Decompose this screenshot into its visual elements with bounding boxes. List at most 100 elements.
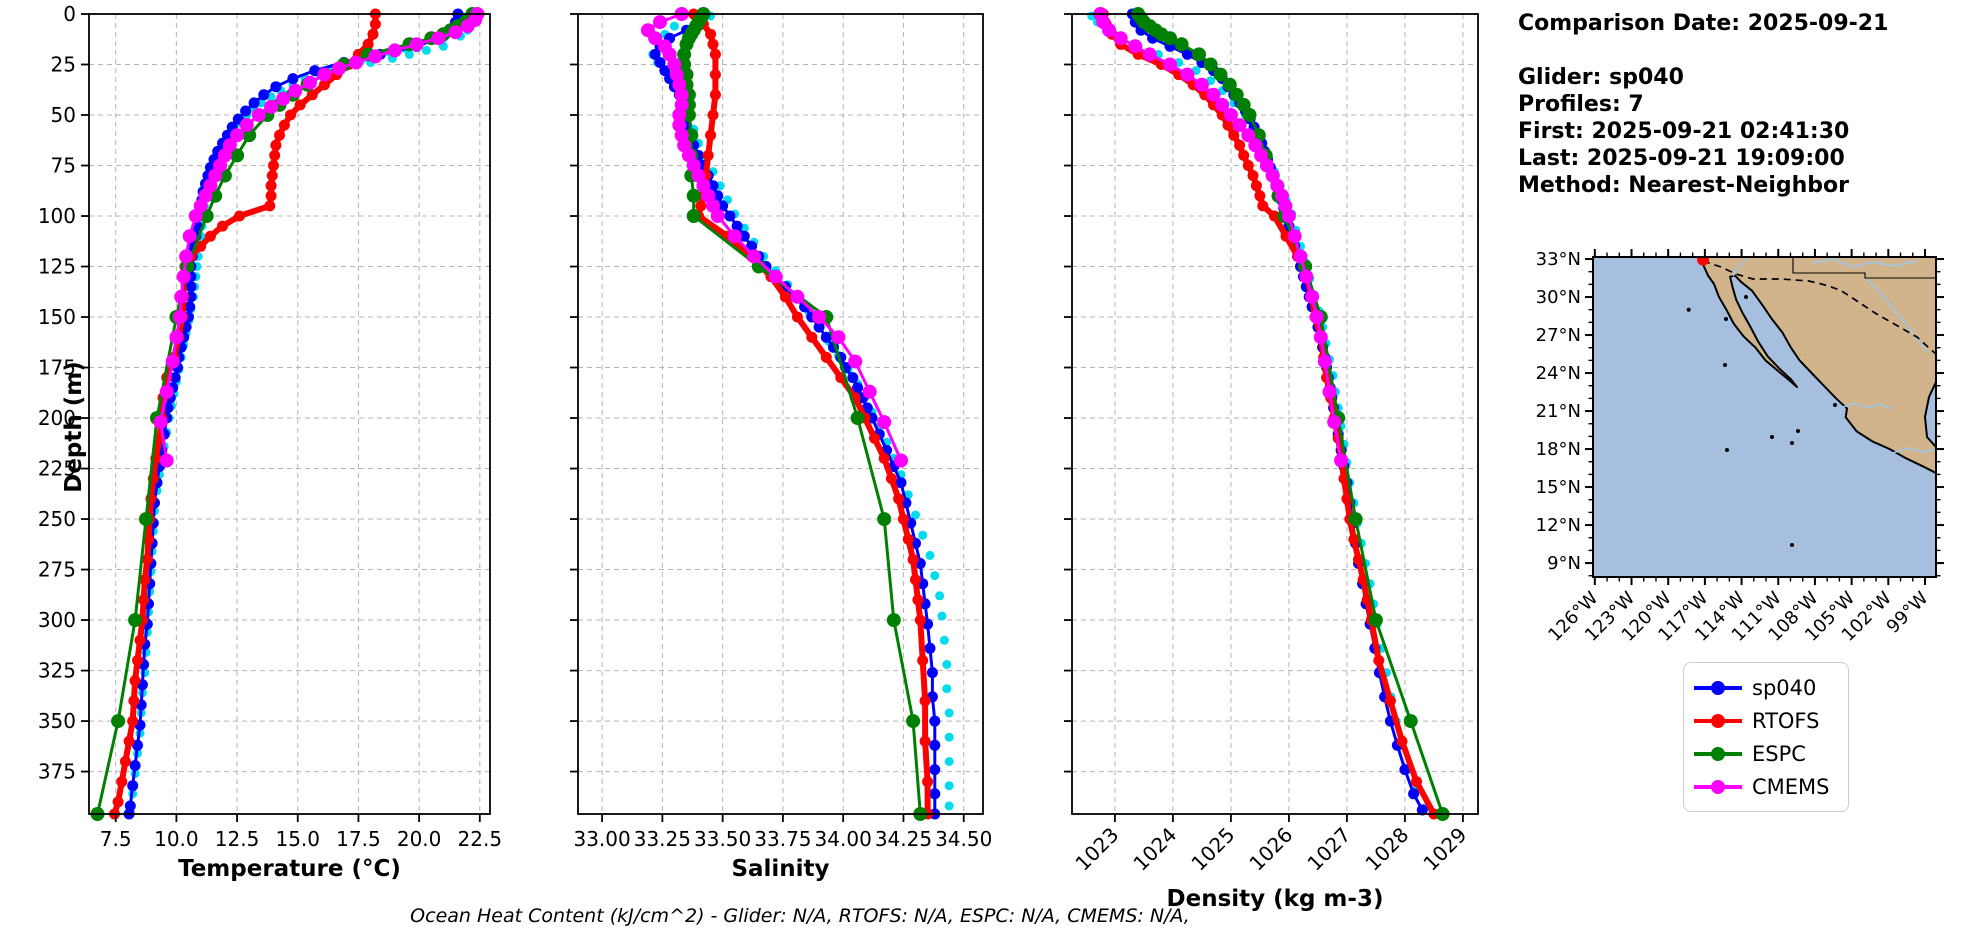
- series-CMEMS: [1093, 7, 1349, 468]
- cmems-line-marker-icon: [1694, 779, 1742, 795]
- y-tick-label: 275: [38, 558, 76, 582]
- x-tick-label: 7.5: [100, 827, 132, 851]
- map-river: [1812, 258, 1918, 268]
- espc-line-marker-icon: [1694, 746, 1742, 762]
- legend-item-cmems: CMEMS: [1694, 770, 1836, 803]
- map-island: [1770, 435, 1774, 439]
- x-tick-label: 34.25: [875, 827, 932, 851]
- x-tick-label: 33.25: [634, 827, 691, 851]
- map-state-border: [1792, 257, 1936, 279]
- map-river: [1842, 402, 1892, 410]
- method-text: Method: Nearest-Neighbor: [1518, 173, 1849, 198]
- map-land: [1702, 257, 1936, 474]
- map-island: [1796, 429, 1800, 433]
- series-sp040: [1126, 8, 1428, 816]
- glider-position-marker: [1697, 257, 1710, 266]
- map-lat-tick-label: 12°N: [1536, 515, 1581, 536]
- comparison-info-block: Comparison Date: 2025-09-21 Glider: sp04…: [1518, 10, 1888, 199]
- series-glider-raw-scatter: [125, 11, 482, 815]
- map-island: [1790, 543, 1794, 547]
- x-tick-label: 22.5: [458, 827, 503, 851]
- x-axis-title: Salinity: [731, 856, 829, 882]
- x-tick-label: 1027: [1302, 823, 1355, 876]
- x-tick-label: 1028: [1360, 823, 1413, 876]
- x-tick-label: 12.5: [215, 827, 260, 851]
- info-spacer: [1518, 37, 1888, 64]
- map-river: [1732, 257, 1749, 277]
- map-river: [1864, 277, 1928, 353]
- x-tick-label: 1026: [1244, 823, 1297, 876]
- legend-label: sp040: [1752, 675, 1817, 700]
- y-tick-label: 75: [51, 154, 76, 178]
- y-tick-label: 125: [38, 255, 76, 279]
- map-island: [1724, 317, 1728, 321]
- y-tick-label: 375: [38, 760, 76, 784]
- map-lat-tick-label: 30°N: [1536, 287, 1581, 308]
- map-island: [1833, 403, 1837, 407]
- legend-item-espc: ESPC: [1694, 737, 1836, 770]
- rtofs-line-marker-icon: [1694, 713, 1742, 729]
- x-tick-label: 15.0: [275, 827, 320, 851]
- y-tick-label: 225: [38, 457, 76, 481]
- series-CMEMS: [640, 7, 908, 468]
- map-lat-tick-label: 18°N: [1536, 439, 1581, 460]
- y-tick-label: 250: [38, 507, 76, 531]
- series-sp040: [123, 8, 464, 820]
- legend-label: ESPC: [1752, 741, 1806, 766]
- profile-plot-temperature: 7.5 10.0 12.5 15.0 17.5 20.0 22.5 0 25 50 75 100 125…: [38, 2, 502, 882]
- series-RTOFS: [1097, 8, 1440, 820]
- series-ESPC: [1131, 7, 1450, 821]
- y-tick-label: 100: [38, 204, 76, 228]
- sp040-line-marker-icon: [1694, 680, 1742, 696]
- y-tick-label: 325: [38, 659, 76, 683]
- x-tick-label: 33.00: [573, 827, 630, 851]
- map-island: [1723, 363, 1727, 367]
- depth-axis-label: Depth (m): [60, 361, 87, 493]
- y-tick-label: 0: [63, 2, 76, 26]
- x-tick-label: 1024: [1128, 823, 1181, 876]
- last-profile-time-text: Last: 2025-09-21 19:09:00: [1518, 146, 1845, 171]
- x-tick-label: 10.0: [154, 827, 199, 851]
- map-island: [1790, 441, 1794, 445]
- y-tick-label: 200: [38, 406, 76, 430]
- map-island: [1744, 295, 1748, 299]
- x-tick-label: 33.50: [694, 827, 751, 851]
- x-tick-label: 34.50: [935, 827, 992, 851]
- series-RTOFS: [688, 8, 934, 820]
- glider-name-text: Glider: sp040: [1518, 65, 1684, 90]
- y-tick-label: 175: [38, 356, 76, 380]
- y-tick-label: 350: [38, 709, 76, 733]
- map-lat-tick-label: 33°N: [1536, 249, 1581, 270]
- ocean-heat-content-note: Ocean Heat Content (kJ/cm^2) - Glider: N…: [410, 905, 1190, 927]
- x-tick-label: 1025: [1186, 823, 1239, 876]
- legend-item-sp040: sp040: [1694, 671, 1836, 704]
- series-CMEMS: [153, 7, 485, 468]
- x-tick-label: 20.0: [397, 827, 442, 851]
- y-tick-label: 25: [51, 53, 76, 77]
- map-lat-tick-label: 27°N: [1536, 325, 1581, 346]
- profiles-count-text: Profiles: 7: [1518, 92, 1644, 117]
- x-axis-title: Density (kg m-3): [1167, 886, 1384, 912]
- series-ESPC: [677, 7, 928, 821]
- legend-label: RTOFS: [1752, 708, 1820, 733]
- map-river: [1892, 447, 1936, 454]
- first-profile-time-text: First: 2025-09-21 02:41:30: [1518, 119, 1850, 144]
- legend-box: sp040 RTOFS ESPC CMEMS: [1683, 662, 1849, 812]
- y-tick-label: 50: [51, 103, 76, 127]
- profile-plot-density: 1023 1024 1025 1026 1027 1028 1029 Density (kg …: [1064, 7, 1479, 912]
- x-tick-label: 34.00: [815, 827, 872, 851]
- x-tick-label: 33.75: [754, 827, 811, 851]
- x-tick-label: 1029: [1418, 823, 1471, 876]
- legend-item-rtofs: RTOFS: [1694, 704, 1836, 737]
- legend-label: CMEMS: [1752, 774, 1830, 799]
- y-tick-label: 300: [38, 608, 76, 632]
- x-axis-title: Temperature (°C): [178, 856, 401, 882]
- map-island: [1686, 307, 1691, 312]
- x-tick-label: 1023: [1070, 823, 1123, 876]
- y-tick-label: 150: [38, 305, 76, 329]
- map-lat-tick-label: 21°N: [1536, 401, 1581, 422]
- map-lat-tick-label: 24°N: [1536, 363, 1581, 384]
- comparison-date-text: Comparison Date: 2025-09-21: [1518, 11, 1889, 36]
